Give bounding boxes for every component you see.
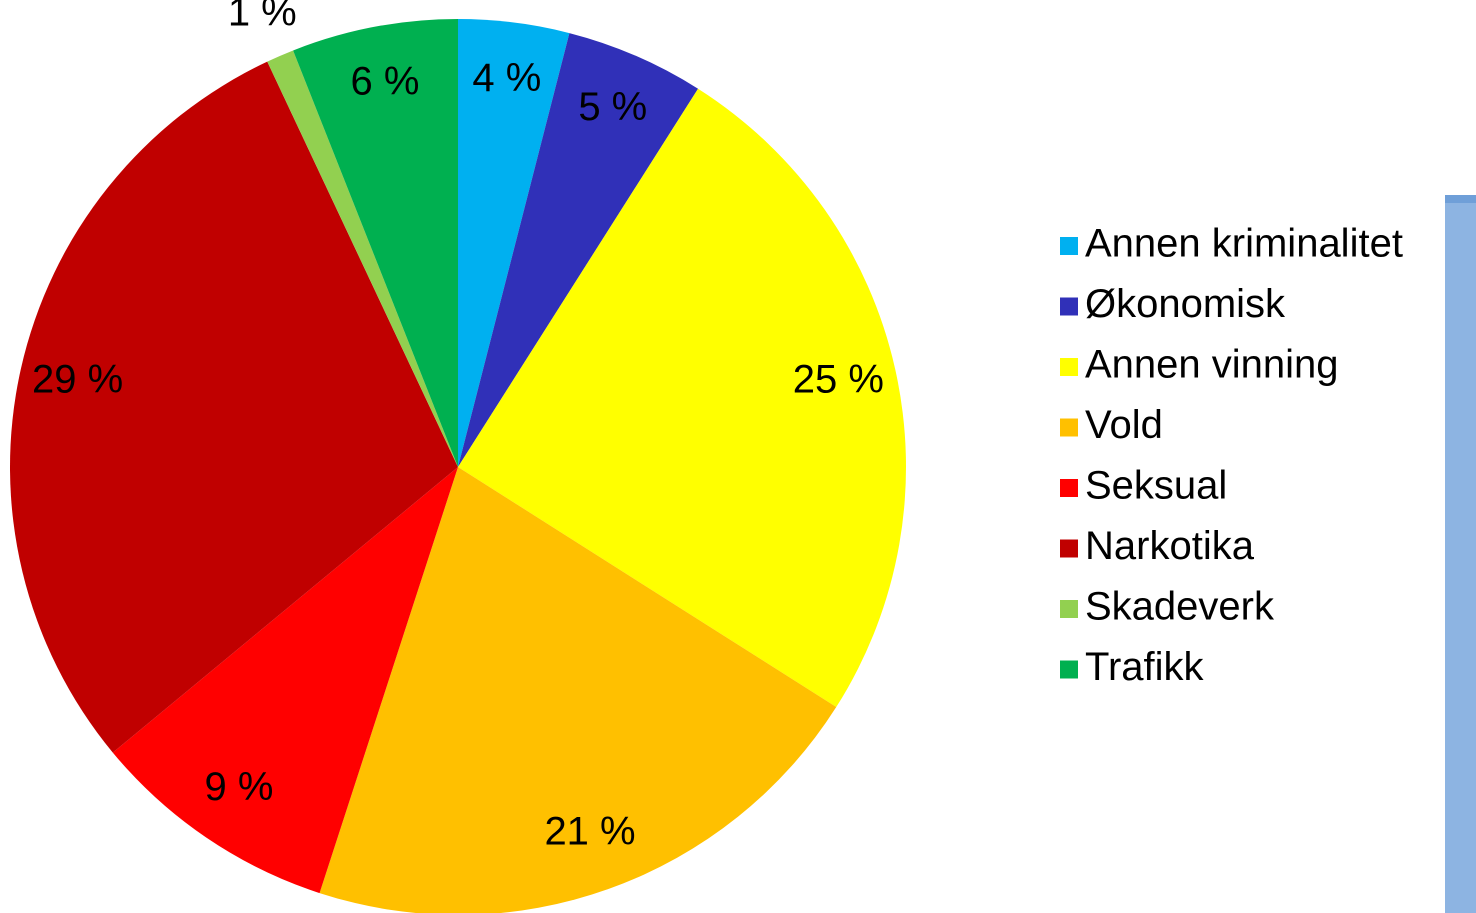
data-label: 21 % (544, 809, 635, 853)
data-label: 29 % (32, 358, 123, 402)
pie-slice (293, 19, 458, 467)
data-label: 1 % (228, 0, 297, 34)
legend-swatch (1060, 600, 1078, 618)
data-label: 25 % (793, 358, 884, 402)
legend-label: Økonomisk (1085, 282, 1286, 326)
legend-label: Annen kriminalitet (1085, 222, 1403, 266)
pie-slice (9, 61, 458, 753)
legend-label: Vold (1085, 403, 1163, 447)
data-label: 5 % (578, 85, 647, 129)
legend-swatch (1060, 660, 1078, 679)
legend-label: Skadeverk (1085, 585, 1275, 629)
legend-label: Annen vinning (1085, 343, 1339, 387)
pie-slice (458, 33, 699, 468)
legend-label: Seksual (1085, 464, 1227, 508)
background-panel-edge (1445, 195, 1476, 203)
legend-swatch (1060, 479, 1078, 497)
legend-label: Narkotika (1085, 524, 1255, 568)
pie-slice (112, 467, 459, 894)
legend-label: Trafikk (1085, 645, 1205, 689)
background-panel (1445, 195, 1476, 913)
legend-swatch (1060, 297, 1078, 316)
legend-swatch (1060, 358, 1078, 376)
pie-slice (319, 467, 837, 913)
legend-swatch (1060, 539, 1078, 558)
data-label: 4 % (472, 56, 541, 100)
legend-swatch (1060, 418, 1078, 437)
pie-slice (458, 88, 906, 708)
data-label: 6 % (350, 60, 419, 104)
data-label: 9 % (204, 765, 273, 809)
pie-slice (458, 19, 570, 467)
legend-swatch (1060, 237, 1078, 255)
pie-slice (267, 50, 458, 467)
